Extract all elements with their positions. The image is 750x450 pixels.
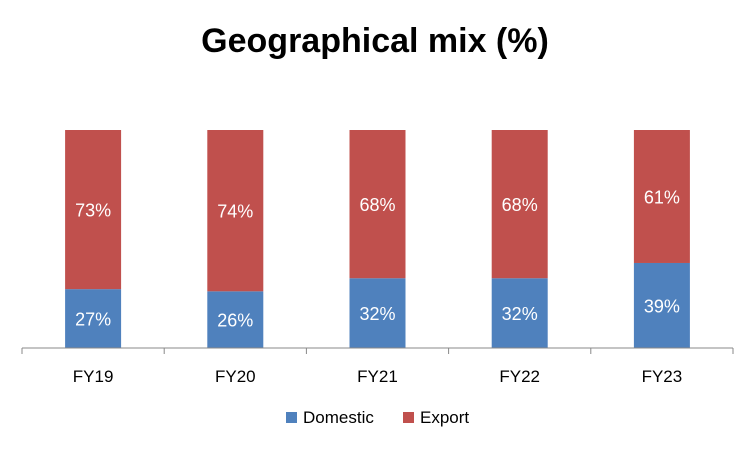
data-label-domestic-fy19: 27% bbox=[75, 310, 111, 330]
x-tick-label: FY23 bbox=[642, 367, 683, 386]
bar-export-fy19 bbox=[65, 130, 122, 290]
bar-domestic-fy20 bbox=[207, 291, 264, 348]
bar-export-fy22 bbox=[491, 130, 548, 279]
data-label-domestic-fy21: 32% bbox=[359, 304, 395, 324]
x-tick-label: FY21 bbox=[357, 367, 398, 386]
bar-domestic-fy23 bbox=[633, 262, 690, 348]
legend-swatch-domestic bbox=[286, 412, 297, 423]
data-label-export-fy22: 68% bbox=[502, 195, 538, 215]
bar-domestic-fy19 bbox=[65, 289, 122, 348]
data-label-domestic-fy20: 26% bbox=[217, 311, 253, 331]
bar-export-fy21 bbox=[349, 130, 406, 279]
data-label-domestic-fy23: 39% bbox=[644, 296, 680, 316]
bar-export-fy23 bbox=[633, 130, 690, 263]
data-label-export-fy19: 73% bbox=[75, 201, 111, 221]
bar-export-fy20 bbox=[207, 130, 264, 292]
plot-area: 27% 73% 26% 74% 32% 68% 32% 68% 39% 61% bbox=[65, 130, 690, 348]
data-label-export-fy20: 74% bbox=[217, 202, 253, 222]
x-tick-label: FY19 bbox=[73, 367, 114, 386]
legend: Domestic Export bbox=[286, 408, 469, 427]
x-tick-label: FY22 bbox=[499, 367, 540, 386]
legend-label-domestic: Domestic bbox=[303, 408, 374, 427]
data-label-export-fy23: 61% bbox=[644, 187, 680, 207]
data-label-domestic-fy22: 32% bbox=[502, 304, 538, 324]
x-tick-label: FY20 bbox=[215, 367, 256, 386]
data-label-export-fy21: 68% bbox=[359, 195, 395, 215]
legend-swatch-export bbox=[403, 412, 414, 423]
legend-label-export: Export bbox=[420, 408, 469, 427]
bar-domestic-fy22 bbox=[491, 278, 548, 348]
chart-title: Geographical mix (%) bbox=[201, 22, 549, 60]
bar-domestic-fy21 bbox=[349, 278, 406, 348]
x-axis: FY19 FY20 FY21 FY22 FY23 bbox=[21, 347, 734, 386]
